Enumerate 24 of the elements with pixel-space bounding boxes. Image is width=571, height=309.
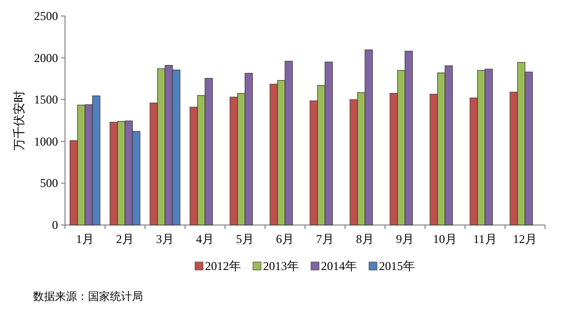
- x-tick-label: 11月: [473, 232, 497, 246]
- x-tick-label: 8月: [356, 232, 374, 246]
- y-tick-label: 1500: [34, 92, 58, 107]
- y-tick-label: 1000: [34, 134, 58, 148]
- x-tick-label: 12月: [513, 232, 537, 246]
- legend-label: 2013年: [263, 259, 299, 273]
- x-tick-label: 5月: [236, 232, 254, 246]
- y-tick-label: 2500: [34, 9, 58, 23]
- x-tick-label: 7月: [316, 232, 334, 246]
- source-note: 数据来源：国家统计局: [33, 290, 143, 303]
- legend-label: 2015年: [379, 259, 415, 273]
- y-tick-label: 0: [52, 218, 58, 232]
- y-tick-label: 2000: [34, 50, 58, 65]
- x-tick-label: 4月: [196, 232, 214, 246]
- x-tick-label: 10月: [433, 232, 457, 246]
- x-tick-label: 6月: [276, 232, 294, 246]
- y-tick-label: 500: [40, 176, 58, 190]
- x-tick-label: 2月: [116, 232, 134, 246]
- legend-label: 2014年: [321, 259, 357, 273]
- legend-label: 2012年: [205, 259, 241, 273]
- x-tick-label: 3月: [156, 232, 174, 246]
- y-axis-title: 万千伏安时: [12, 90, 26, 150]
- x-tick-label: 1月: [76, 232, 94, 246]
- x-tick-label: 9月: [396, 232, 414, 246]
